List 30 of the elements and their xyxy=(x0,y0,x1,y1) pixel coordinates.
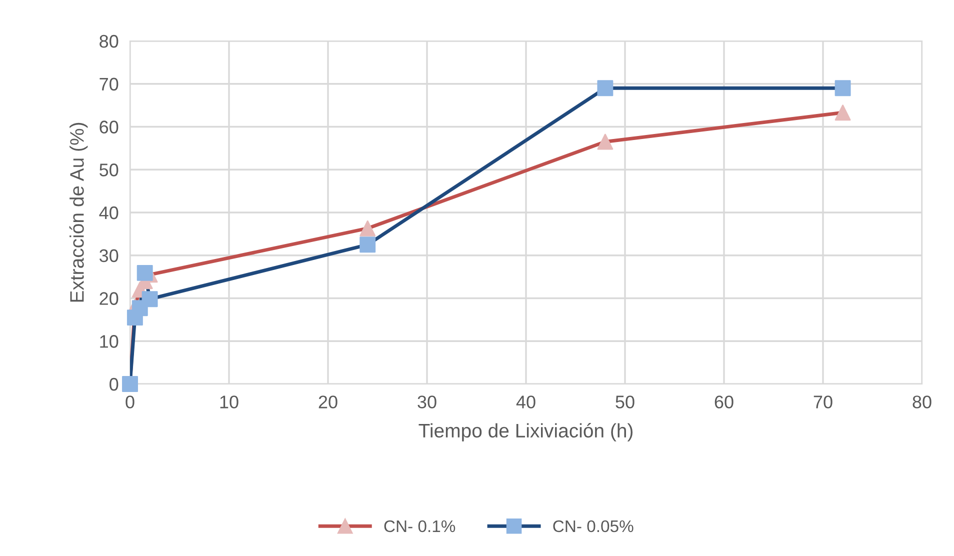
x-tick-label: 30 xyxy=(418,396,436,408)
point xyxy=(597,80,614,96)
y-tick-label: 70 xyxy=(100,78,118,91)
point xyxy=(597,134,614,150)
legend-label: CN- 0.1% xyxy=(384,520,456,532)
y-tick-label: 80 xyxy=(100,34,118,48)
point xyxy=(360,220,376,236)
point xyxy=(360,236,376,253)
y-tick-label: 10 xyxy=(100,335,118,348)
y-tick-label: 50 xyxy=(100,164,118,176)
x-tick-label: 50 xyxy=(616,396,634,408)
legend-label: CN- 0.05% xyxy=(553,520,634,532)
x-tick-label: 10 xyxy=(220,396,238,408)
y-tick-label: 60 xyxy=(100,120,118,134)
point xyxy=(834,104,851,121)
y-axis-title: Extracción de Au (%) xyxy=(69,122,88,302)
x-tick-label: 80 xyxy=(912,396,932,408)
x-tick-label: 20 xyxy=(318,396,338,408)
y-tick-label: 30 xyxy=(99,249,118,262)
x-tick-label: 60 xyxy=(714,396,734,408)
y-tick-label: 20 xyxy=(100,292,118,305)
y-tick-label: 0 xyxy=(110,378,118,391)
point xyxy=(834,80,851,96)
point xyxy=(142,291,158,308)
y-tick-label: 40 xyxy=(99,206,118,220)
x-tick-label: 70 xyxy=(814,396,832,408)
point xyxy=(136,264,153,281)
x-tick-label: 0 xyxy=(126,396,134,408)
x-axis-title: Tiempo de Lixiviación (h) xyxy=(418,423,633,442)
x-tick-label: 40 xyxy=(516,396,536,408)
